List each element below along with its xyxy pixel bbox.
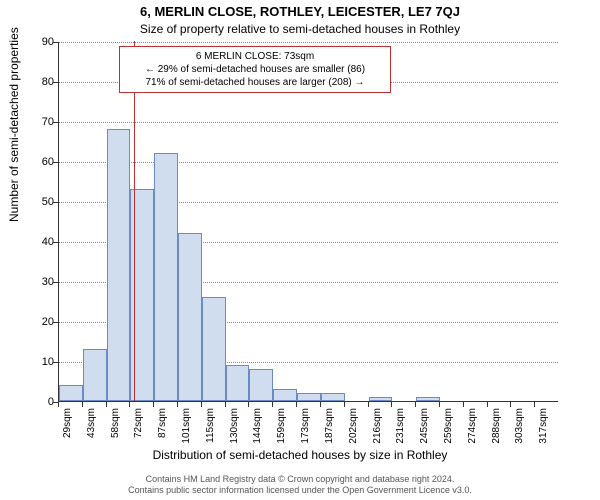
histogram-bar	[178, 233, 202, 401]
footer-line-2: Contains public sector information licen…	[0, 485, 600, 496]
x-tick-mark	[106, 402, 107, 407]
histogram-bar	[416, 397, 440, 401]
histogram-bar	[249, 369, 273, 401]
y-tick-label: 50	[24, 196, 54, 208]
histogram-bar	[273, 389, 297, 401]
plot-area: 6 MERLIN CLOSE: 73sqm ← 29% of semi-deta…	[58, 42, 558, 402]
x-tick-mark	[344, 402, 345, 407]
x-tick-mark	[225, 402, 226, 407]
x-tick-mark	[487, 402, 488, 407]
x-tick-mark	[320, 402, 321, 407]
x-tick-mark	[201, 402, 202, 407]
x-tick-mark	[129, 402, 130, 407]
x-tick-mark	[248, 402, 249, 407]
y-tick-mark	[53, 202, 58, 203]
footer-attribution: Contains HM Land Registry data © Crown c…	[0, 474, 600, 496]
histogram-bar	[107, 129, 131, 401]
y-tick-label: 80	[24, 76, 54, 88]
y-tick-label: 30	[24, 276, 54, 288]
y-tick-label: 40	[24, 236, 54, 248]
y-tick-mark	[53, 162, 58, 163]
callout-line-3: 71% of semi-detached houses are larger (…	[126, 76, 384, 89]
y-tick-mark	[53, 82, 58, 83]
y-tick-label: 10	[24, 356, 54, 368]
x-tick-mark	[153, 402, 154, 407]
x-tick-mark	[272, 402, 273, 407]
histogram-bar	[297, 393, 321, 401]
y-tick-label: 60	[24, 156, 54, 168]
x-tick-mark	[82, 402, 83, 407]
x-axis-label: Distribution of semi-detached houses by …	[0, 448, 600, 462]
chart-subtitle: Size of property relative to semi-detach…	[0, 22, 600, 36]
x-tick-mark	[296, 402, 297, 407]
y-tick-label: 90	[24, 36, 54, 48]
marker-callout: 6 MERLIN CLOSE: 73sqm ← 29% of semi-deta…	[119, 46, 391, 93]
x-tick-mark	[463, 402, 464, 407]
x-tick-mark	[58, 402, 59, 407]
x-tick-mark	[439, 402, 440, 407]
y-tick-label: 70	[24, 116, 54, 128]
x-tick-mark	[510, 402, 511, 407]
histogram-bar	[226, 365, 250, 401]
histogram-bar	[321, 393, 345, 401]
x-tick-mark	[177, 402, 178, 407]
y-tick-mark	[53, 362, 58, 363]
x-tick-mark	[415, 402, 416, 407]
y-tick-mark	[53, 122, 58, 123]
y-axis-label: Number of semi-detached properties	[7, 27, 21, 222]
histogram-bar	[369, 397, 393, 401]
callout-line-2: ← 29% of semi-detached houses are smalle…	[126, 63, 384, 76]
y-tick-mark	[53, 42, 58, 43]
y-tick-mark	[53, 282, 58, 283]
callout-line-1: 6 MERLIN CLOSE: 73sqm	[126, 50, 384, 63]
y-tick-label: 20	[24, 316, 54, 328]
chart-title: 6, MERLIN CLOSE, ROTHLEY, LEICESTER, LE7…	[0, 4, 600, 19]
histogram-bar	[154, 153, 178, 401]
y-tick-mark	[53, 322, 58, 323]
x-tick-mark	[368, 402, 369, 407]
footer-line-1: Contains HM Land Registry data © Crown c…	[0, 474, 600, 485]
x-tick-mark	[391, 402, 392, 407]
y-tick-label: 0	[24, 396, 54, 408]
marker-line	[134, 41, 135, 401]
histogram-bar	[83, 349, 107, 401]
y-tick-mark	[53, 242, 58, 243]
histogram-bar	[59, 385, 83, 401]
x-tick-mark	[534, 402, 535, 407]
histogram-bar	[202, 297, 226, 401]
